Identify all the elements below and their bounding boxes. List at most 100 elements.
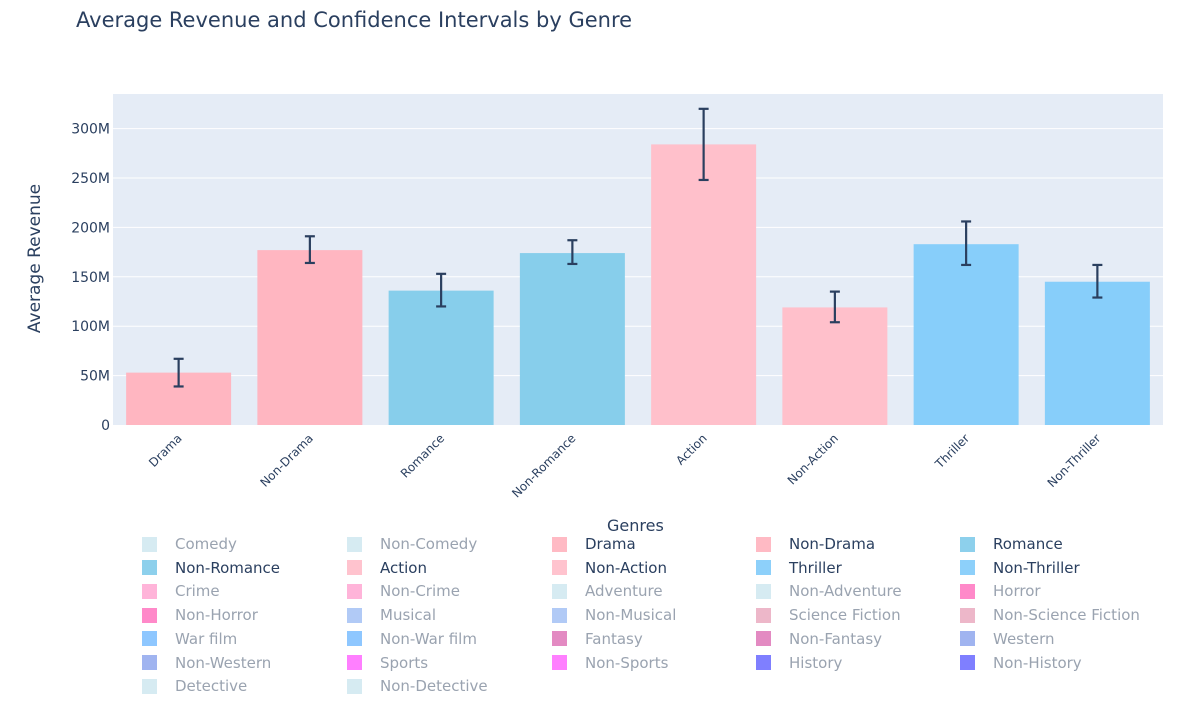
legend-swatch [756, 655, 771, 670]
legend-swatch [142, 678, 157, 694]
y-tick-label: 200M [71, 220, 110, 236]
legend-item[interactable]: Non-Comedy [347, 534, 477, 554]
error-bars [173, 107, 1103, 388]
legend-item[interactable]: Thriller [756, 558, 842, 578]
legend-label: Non-Musical [585, 606, 677, 625]
legend-label: Non-Crime [380, 582, 460, 601]
legend-swatch [960, 607, 975, 623]
legend-label: Non-Romance [175, 558, 281, 577]
legend-label: Thriller [789, 558, 842, 577]
x-tick-label: Non-Drama [257, 431, 316, 490]
legend-label: Non-Thriller [993, 558, 1080, 577]
legend-item[interactable]: Western [960, 629, 1055, 649]
legend-label: Non-Drama [789, 535, 876, 553]
legend-label: Non-Action [585, 558, 667, 577]
legend-label: Crime [175, 582, 220, 601]
legend-swatch [347, 560, 362, 576]
legend-item[interactable]: History [756, 653, 842, 673]
legend-label: Non-War film [380, 629, 477, 648]
legend-item[interactable]: Comedy [142, 534, 237, 554]
legend-item[interactable]: Non-Sports [552, 653, 668, 673]
legend-item[interactable]: Non-Fantasy [756, 629, 882, 649]
legend-item[interactable]: Non-Thriller [960, 558, 1080, 578]
y-tick-label: 250M [71, 171, 110, 187]
legend-swatch [347, 607, 362, 623]
legend-swatch [347, 631, 362, 647]
bar [257, 250, 363, 425]
legend-label: Non-Adventure [789, 582, 902, 601]
x-tick-label: Drama [146, 431, 185, 470]
legend-label: Non-Comedy [380, 535, 478, 553]
legend-item[interactable]: Non-Western [142, 653, 271, 673]
legend-item[interactable]: Fantasy [552, 629, 643, 649]
legend-item[interactable]: Sports [347, 653, 428, 673]
legend-swatch [347, 678, 362, 694]
bar [519, 253, 625, 425]
legend-item[interactable]: Non-Detective [347, 676, 488, 696]
legend-item[interactable]: Non-Adventure [756, 581, 902, 601]
legend-swatch [142, 536, 157, 552]
legend-label: Science Fiction [789, 606, 901, 625]
x-tick-label: Non-Action [785, 431, 841, 487]
legend-item[interactable]: Horror [960, 581, 1041, 601]
legend-swatch [347, 583, 362, 599]
legend-item[interactable]: Action [347, 558, 427, 578]
y-tick-label: 300M [71, 122, 110, 138]
legend-label: Western [993, 629, 1055, 648]
legend-item[interactable]: Romance [960, 534, 1063, 554]
legend-swatch [552, 655, 567, 670]
legend-label: Non-Detective [380, 677, 488, 696]
legend-swatch [142, 560, 157, 576]
chart-title: Average Revenue and Confidence Intervals… [76, 8, 633, 32]
legend-label: Musical [380, 606, 437, 625]
legend-item[interactable]: Non-Crime [347, 581, 460, 601]
legend-item[interactable]: Non-Action [552, 558, 667, 578]
y-tick-label: 150M [71, 270, 110, 286]
legend-item[interactable]: Science Fiction [756, 605, 901, 625]
legend-item[interactable]: Adventure [552, 581, 663, 601]
legend-label: Fantasy [585, 629, 643, 648]
legend-swatch [552, 583, 567, 599]
legend-item[interactable]: Non-War film [347, 629, 477, 649]
legend-swatch [756, 583, 771, 599]
x-tick-label: Non-Romance [509, 431, 578, 500]
legend-label: Horror [993, 582, 1041, 601]
legend-label: Detective [175, 677, 248, 696]
legend: Genres Comedy Non-Comedy Drama Non-Drama Rom… [0, 512, 1195, 712]
legend-item[interactable]: Drama [552, 534, 636, 554]
legend-item[interactable]: Non-Drama [756, 534, 875, 554]
legend-item[interactable]: Non-Horror [142, 605, 258, 625]
legend-label: Non-History [993, 653, 1082, 672]
legend-label: Drama [585, 535, 636, 553]
legend-item[interactable]: Crime [142, 581, 220, 601]
y-tick-label: 50M [80, 369, 110, 385]
legend-item[interactable]: War film [142, 629, 237, 649]
legend-swatch [142, 583, 157, 599]
y-tick-label: 100M [71, 319, 110, 335]
legend-item[interactable]: Musical [347, 605, 436, 625]
bar [913, 244, 1019, 425]
legend-label: Non-Western [175, 653, 272, 672]
legend-item[interactable]: Non-Musical [552, 605, 676, 625]
legend-swatch [552, 560, 567, 576]
legend-swatch [756, 560, 771, 576]
legend-item[interactable]: Non-Science Fiction [960, 605, 1140, 625]
legend-item[interactable]: Non-History [960, 653, 1082, 673]
legend-label: Romance [993, 535, 1063, 553]
legend-label: Sports [380, 653, 429, 672]
legend-swatch [347, 655, 362, 670]
legend-swatch [142, 655, 157, 670]
legend-title: Genres [607, 516, 664, 535]
legend-item[interactable]: Non-Romance [142, 558, 280, 578]
legend-item[interactable]: Detective [142, 676, 247, 696]
legend-swatch [756, 536, 771, 552]
legend-label: Non-Horror [175, 606, 258, 625]
legend-swatch [756, 631, 771, 647]
legend-label: Non-Fantasy [789, 629, 883, 648]
legend-label: Action [380, 558, 427, 577]
legend-swatch [142, 631, 157, 647]
x-tick-label: Romance [398, 431, 447, 480]
legend-swatch [552, 536, 567, 552]
x-tick-label: Action [673, 431, 709, 467]
legend-swatch [552, 631, 567, 647]
